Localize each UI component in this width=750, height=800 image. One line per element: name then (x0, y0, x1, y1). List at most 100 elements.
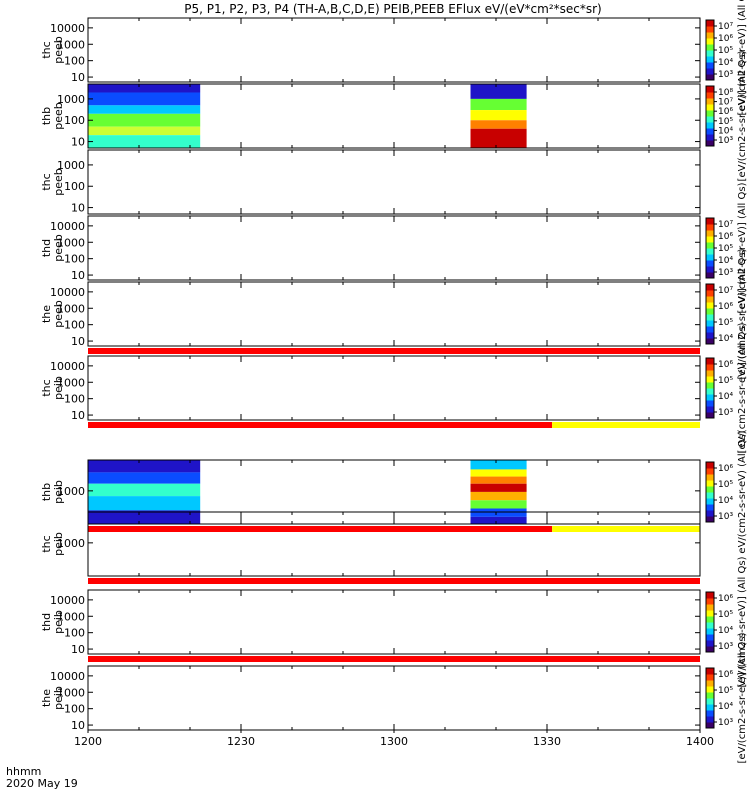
x-tick-label: 1330 (533, 735, 561, 748)
colorbar-segment (706, 320, 714, 327)
date-label: 2020 May 19 (6, 777, 78, 790)
y-tick-label: 1000 (57, 610, 85, 623)
mode-bar-segment-2 (552, 422, 700, 428)
colorbar-tick-label: 10⁷ (718, 98, 733, 108)
colorbar-tick-label: 10⁶ (718, 360, 733, 370)
time-axis: 1200 1230 1300 1330 1400 (74, 730, 714, 748)
y-tick-label: 1000 (57, 376, 85, 389)
spectrogram-band-2-7 (470, 508, 527, 517)
colorbar-segment (706, 110, 714, 117)
colorbar-segment (706, 104, 714, 111)
colorbar-segment (706, 722, 714, 729)
colorbar-tick-label: 10⁶ (718, 107, 733, 117)
panel-frame (87, 281, 701, 347)
y-tick-label: 100 (64, 319, 85, 332)
panel-ylabel: thdpeib (40, 610, 65, 634)
colorbar-segment (706, 32, 714, 39)
spectrogram-band-2-5 (470, 128, 527, 148)
colorbar-title: [eV/(cm2-s-sr-eV)] (All Qs) (737, 322, 748, 453)
x-tick-label: 1230 (227, 735, 255, 748)
colorbar-frame (705, 667, 715, 729)
colorbar-segment (706, 20, 714, 27)
panel-ylabel: thdpeeb (40, 234, 65, 262)
spectrogram-band-2-4 (470, 120, 527, 129)
colorbar-frame (705, 591, 715, 653)
y-tick-label: 10 (71, 719, 85, 732)
colorbar-segment (706, 134, 714, 141)
colorbar-tick-label: 10⁴ (718, 496, 733, 506)
colorbar-tick-label: 10⁴ (718, 392, 733, 402)
colorbar-tick-label: 10⁵ (718, 610, 733, 620)
y-tick-label: 10 (71, 269, 85, 282)
colorbar-segment (706, 604, 714, 611)
colorbar-tick-label: 10⁵ (718, 46, 733, 56)
panel-ylabel-line: thb (40, 107, 53, 125)
colorbar-tick-label: 10⁵ (718, 244, 733, 254)
spectrogram-band-2-2 (470, 98, 527, 111)
colorbar-segment (706, 492, 714, 499)
panel-ylabel-line: peib (52, 686, 65, 710)
panel-ylabel-line: peeb (52, 300, 65, 328)
colorbar-segment (706, 486, 714, 493)
colorbar-tick-label: 10³ (718, 268, 733, 278)
colorbar-segment (706, 296, 714, 303)
spectrogram-band-2-1 (470, 84, 527, 99)
colorbar-segment (706, 634, 714, 641)
colorbar-segment (706, 680, 714, 687)
colorbar-segment (706, 332, 714, 339)
colorbar-tick-label: 10⁶ (718, 594, 733, 604)
colorbar-tick-label: 10⁶ (718, 34, 733, 44)
y-tick-label: 10 (71, 136, 85, 149)
colorbar-segment (706, 128, 714, 135)
colorbar-title: [eV/(cm2-s-sr-eV)] (All Qs) (737, 0, 748, 115)
colorbar-tick-label: 10³ (718, 642, 733, 652)
panel-ylabel: thepeeb (40, 300, 65, 328)
colorbar-title: [eV/(cm2-s-sr-eV)] (All Qs) (737, 556, 748, 687)
colorbar-frame (705, 357, 715, 419)
colorbar-tick-label: 10⁵ (718, 318, 733, 328)
colorbar-segment (706, 686, 714, 693)
colorbar-title: [eV/(cm2-s-sr-eV)] (All Qs) (737, 182, 748, 313)
panel-ylabel: thcpeeb (40, 36, 65, 64)
y-tick-label: 1000 (57, 485, 85, 498)
colorbar-segment (706, 116, 714, 123)
colorbar-segment (706, 92, 714, 99)
y-tick-label: 100 (64, 253, 85, 266)
colorbar-segment (706, 314, 714, 321)
colorbar-segment (706, 254, 714, 261)
colorbar-tick-label: 10⁶ (718, 232, 733, 242)
colorbar-segment (706, 504, 714, 511)
colorbar-title: eV/(cm2-s-sr-eV) (All Qs) (737, 430, 748, 553)
spectrogram-band-1-1 (88, 460, 201, 473)
colorbar-tick-label: 10⁵ (718, 480, 733, 490)
colorbar-segment (706, 50, 714, 57)
spectrogram-band-1-4 (88, 496, 201, 511)
spectrogram-band-1-4 (88, 113, 201, 127)
colorbar-segment (706, 358, 714, 365)
y-tick-label: 1000 (57, 159, 85, 172)
x-tick-label: 1400 (686, 735, 714, 748)
colorbar-segment (706, 122, 714, 129)
panel-ylabel: thcpeeb (40, 168, 65, 196)
spectrogram-band-2-8 (470, 516, 527, 524)
panel-6: 10000 1000 100 10 thcpeib 10⁶ 10⁵ 10⁴ 10³ [eV/(cm… (40, 322, 748, 453)
panel-3: 1000 100 10 thcpeeb (40, 149, 701, 215)
colorbar-segment (706, 376, 714, 383)
colorbar-segment (706, 498, 714, 505)
panel-ylabel-line: the (40, 305, 53, 323)
panel-ylabel-line: thc (40, 379, 53, 396)
spectrogram-band-2-5 (470, 491, 527, 501)
panel-ylabel-line: thb (40, 483, 53, 501)
y-tick-label: 10 (71, 643, 85, 656)
panel-ylabel: thcpeib (40, 376, 65, 400)
y-tick-label: 1000 (57, 537, 85, 550)
panel-ylabel: thbpeib (40, 480, 65, 504)
spectrogram-band-1-3 (88, 483, 201, 497)
y-tick-label: 10 (71, 202, 85, 215)
colorbar-tick-label: 10⁵ (718, 376, 733, 386)
panel-4: 10000 1000 100 10 thdpeeb 10⁷ 10⁶ 10⁵ 10⁴ 10³ [eV/… (40, 182, 748, 313)
mode-bar-segment-1 (88, 578, 700, 584)
y-tick-label: 1000 (57, 686, 85, 699)
